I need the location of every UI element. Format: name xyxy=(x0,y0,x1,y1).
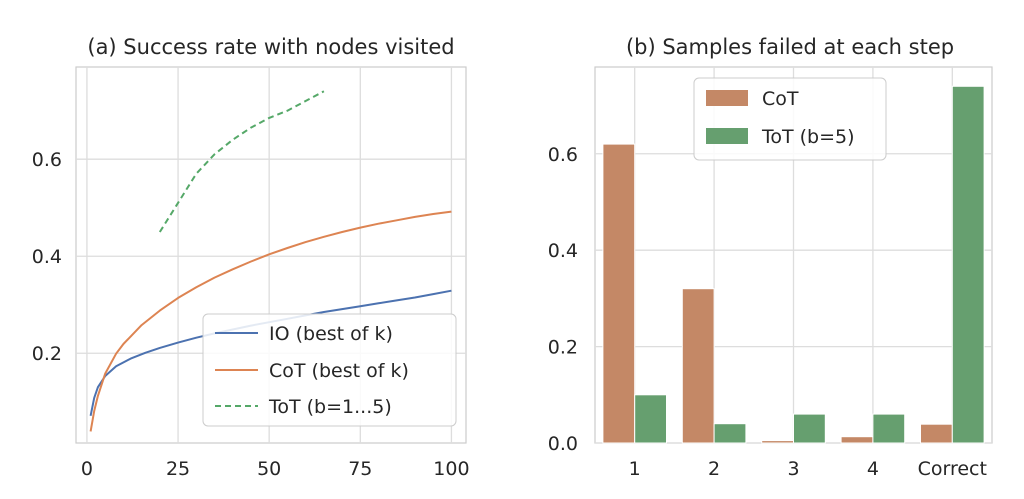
bar-tot-2 xyxy=(713,423,747,444)
y-tick-label: 0.2 xyxy=(548,337,578,359)
bar-cot-2 xyxy=(681,288,715,444)
panel-a-legend: IO (best of k) CoT (best of k) ToT (b=1.… xyxy=(202,313,457,427)
bar-cot-4 xyxy=(840,436,874,444)
bar-cot-correct xyxy=(920,423,953,444)
x-tick-label: 50 xyxy=(257,458,281,480)
panel-a-legend-box xyxy=(202,313,457,427)
panel-b-title: (b) Samples failed at each step xyxy=(626,35,954,59)
panel-b: 1 2 3 4 Correct 0.0 0.2 0.4 0.6 (b) Samples fail… xyxy=(548,35,993,480)
x-tick-label: 25 xyxy=(166,458,190,480)
panel-a-ticks: 0 25 50 75 100 0.2 0.4 0.6 xyxy=(32,149,470,480)
legend-label-io: IO (best of k) xyxy=(269,323,393,345)
x-tick-label: 0 xyxy=(81,458,93,480)
legend-label-cot-bar: CoT xyxy=(762,88,799,110)
legend-swatch-tot-bar xyxy=(706,128,748,144)
legend-label-tot: ToT (b=1...5) xyxy=(268,396,392,418)
x-tick-label: Correct xyxy=(918,458,987,480)
bar-tot-correct xyxy=(951,85,985,444)
x-tick-label: 3 xyxy=(787,458,799,480)
legend-label-cot: CoT (best of k) xyxy=(269,360,409,382)
panel-b-legend: CoT ToT (b=5) xyxy=(693,77,887,161)
y-tick-label: 0.6 xyxy=(548,144,578,166)
panel-b-bars xyxy=(602,85,985,444)
legend-label-tot-bar: ToT (b=5) xyxy=(761,126,855,148)
bar-cot-3 xyxy=(761,440,795,444)
x-tick-label: 4 xyxy=(867,458,879,480)
bar-tot-3 xyxy=(793,413,826,444)
panel-a: 0 25 50 75 100 0.2 0.4 0.6 (a) Success rate wit… xyxy=(32,35,470,480)
panel-b-ticks: 1 2 3 4 Correct 0.0 0.2 0.4 0.6 xyxy=(548,144,987,480)
x-tick-label: 100 xyxy=(433,458,469,480)
legend-swatch-cot-bar xyxy=(706,90,748,106)
x-tick-label: 75 xyxy=(348,458,372,480)
panel-a-title: (a) Success rate with nodes visited xyxy=(87,35,454,59)
y-tick-label: 0.4 xyxy=(548,240,578,262)
series-line-1 xyxy=(89,210,452,432)
y-tick-label: 0.0 xyxy=(548,433,578,455)
bar-tot-1 xyxy=(634,394,668,444)
bar-tot-4 xyxy=(872,413,906,444)
x-tick-label: 1 xyxy=(629,458,641,480)
bar-cot-1 xyxy=(602,143,636,444)
y-tick-label: 0.2 xyxy=(32,343,62,365)
series-line-2 xyxy=(158,90,325,233)
y-tick-label: 0.4 xyxy=(32,246,62,268)
y-tick-label: 0.6 xyxy=(32,149,62,171)
x-tick-label: 2 xyxy=(708,458,720,480)
